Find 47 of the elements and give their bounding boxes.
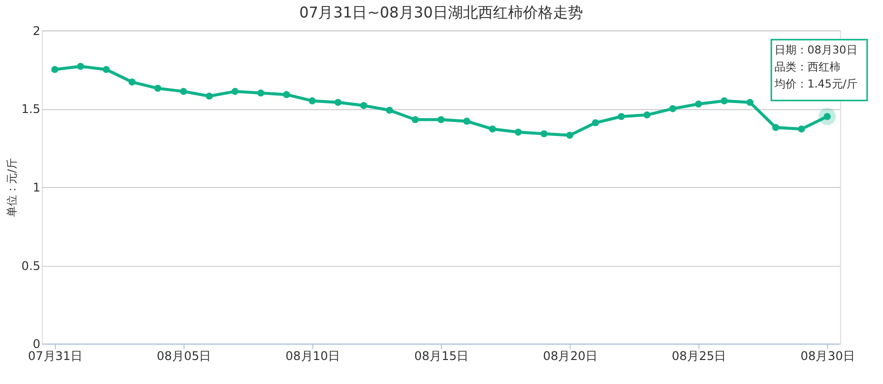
point: [308, 97, 316, 104]
point: [798, 126, 806, 133]
x-tick-label: 08月05日: [156, 349, 212, 364]
point: [206, 92, 213, 100]
point: [360, 102, 368, 110]
point: [540, 130, 548, 138]
y-tick-label: 2: [32, 24, 40, 38]
x-tick-label: 08月20日: [543, 349, 598, 364]
point: [51, 66, 58, 74]
point: [514, 128, 522, 136]
point: [231, 88, 239, 95]
x-tick-label: 08月25日: [672, 349, 726, 364]
point: [720, 97, 728, 104]
y-tick-label: 1: [32, 180, 40, 194]
point: [463, 118, 470, 125]
point: [102, 66, 110, 74]
point: [282, 91, 290, 98]
point: [643, 111, 651, 118]
y-tick-label: 1.5: [21, 102, 40, 116]
point: [412, 116, 419, 124]
x-tick-label: 07月31日: [28, 349, 83, 364]
point: [437, 116, 445, 124]
point: [669, 105, 676, 112]
y-tick-label: 0: [32, 337, 40, 352]
x-tick-label: 08月15日: [414, 349, 469, 364]
point: [154, 84, 162, 92]
point: [772, 124, 780, 131]
point: [128, 78, 136, 86]
point: [334, 98, 342, 106]
point: [566, 132, 574, 139]
point: [180, 88, 188, 95]
chart-title: 07月31日~08月30日湖北西红柿价格走势: [299, 3, 583, 22]
annotation: 日期：08月30日: [774, 44, 858, 57]
x-tick-label: 08月10日: [286, 349, 340, 364]
point: [746, 98, 754, 106]
y-axis-title: 单位：元/斤: [5, 158, 18, 217]
point: [77, 62, 84, 70]
annotation: 均价：1.45元/斤: [773, 78, 858, 91]
point: [618, 112, 625, 120]
x-tick-label: 08月30日: [800, 349, 855, 364]
point: [386, 106, 394, 114]
point: [592, 119, 600, 126]
y-tick-label: 0.5: [21, 258, 40, 273]
annotation: 品类：西红柿: [774, 60, 840, 74]
point: [694, 100, 702, 108]
point: [488, 126, 496, 133]
point: [257, 89, 264, 97]
